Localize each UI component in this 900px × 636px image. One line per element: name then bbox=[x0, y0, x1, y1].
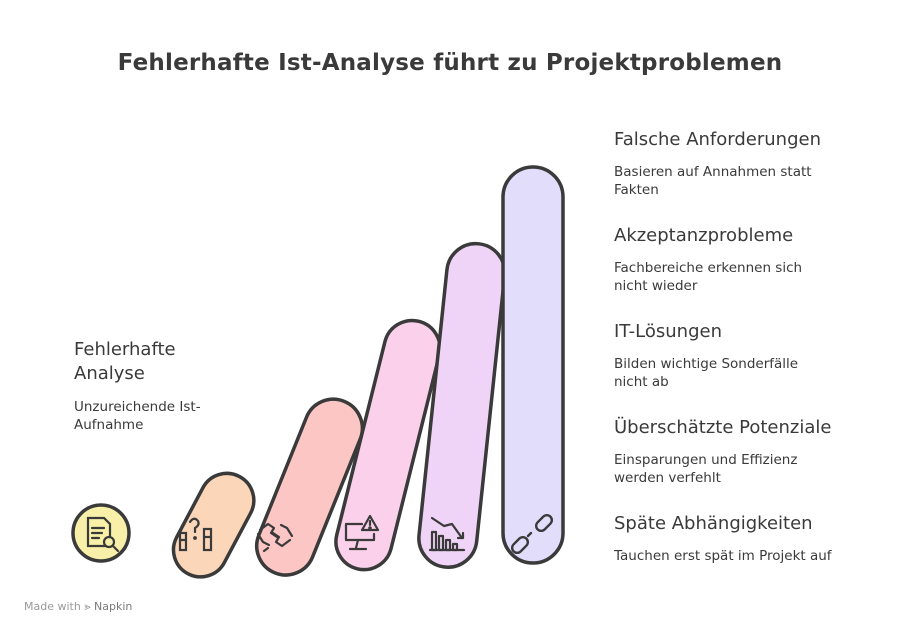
item-desc-line2: nicht wieder bbox=[614, 278, 698, 294]
bar-step-3 bbox=[334, 318, 442, 572]
item-description: Bilden wichtige Sonderfälle nicht ab bbox=[614, 355, 884, 391]
monitor-warning-icon bbox=[344, 514, 380, 551]
left-desc-line2: Aufnahme bbox=[74, 417, 144, 433]
item-it-loesungen: IT-Lösungen Bilden wichtige Sonderfälle … bbox=[614, 320, 884, 391]
bar-step-5 bbox=[501, 165, 565, 565]
item-heading: Überschätzte Potenziale bbox=[614, 417, 832, 438]
puzzle-hands-icon bbox=[256, 522, 294, 553]
left-desc-line1: Unzureichende Ist- bbox=[74, 399, 201, 415]
item-description: Tauchen erst spät im Projekt auf bbox=[614, 547, 884, 565]
broken-link-icon bbox=[510, 513, 554, 555]
item-heading: Späte Abhängigkeiten bbox=[614, 513, 813, 534]
footer-brand: Napkin bbox=[94, 600, 133, 613]
bar-step-1 bbox=[171, 471, 256, 579]
item-desc-line2: Fakten bbox=[614, 182, 659, 198]
item-desc-line2: werden verfehlt bbox=[614, 470, 721, 486]
item-desc-line1: Bilden wichtige Sonderfälle bbox=[614, 356, 799, 372]
page-title: Fehlerhafte Ist-Analyse führt zu Projekt… bbox=[117, 50, 783, 76]
item-falsche-anforderungen: Falsche Anforderungen Basieren auf Annah… bbox=[614, 128, 884, 199]
item-description: Einsparungen und Effizienz werden verfeh… bbox=[614, 451, 884, 487]
item-desc-line1: Tauchen erst spät im Projekt auf bbox=[614, 548, 832, 564]
footer-watermark: Made with ⪢ Napkin bbox=[24, 600, 132, 614]
item-akzeptanzprobleme: Akzeptanzprobleme Fachbereiche erkennen … bbox=[614, 224, 884, 295]
left-heading-line2: Analyse bbox=[74, 363, 145, 384]
item-ueberschaetzte-potenziale: Überschätzte Potenziale Einsparungen und… bbox=[614, 416, 884, 487]
item-description: Basieren auf Annahmen statt Fakten bbox=[614, 163, 884, 199]
left-description: Unzureichende Ist- Aufnahme bbox=[74, 398, 244, 434]
item-description: Fachbereiche erkennen sich nicht wieder bbox=[614, 259, 884, 295]
footer-made-with: Made with bbox=[24, 600, 81, 613]
left-heading: Fehlerhafte Analyse bbox=[74, 338, 244, 386]
napkin-logo-icon: ⪢ bbox=[84, 600, 91, 613]
question-columns-icon bbox=[178, 517, 213, 552]
declining-chart-icon bbox=[428, 516, 466, 552]
item-desc-line1: Einsparungen und Effizienz bbox=[614, 452, 798, 468]
item-spaete-abhaengigkeiten: Späte Abhängigkeiten Tauchen erst spät i… bbox=[614, 512, 884, 565]
left-block: Fehlerhafte Analyse Unzureichende Ist- A… bbox=[74, 338, 244, 434]
bar-step-4 bbox=[417, 241, 507, 569]
bar-step-2 bbox=[255, 397, 365, 577]
item-heading: Falsche Anforderungen bbox=[614, 129, 821, 150]
left-heading-line1: Fehlerhafte bbox=[74, 339, 176, 360]
item-heading: IT-Lösungen bbox=[614, 321, 722, 342]
item-heading: Akzeptanzprobleme bbox=[614, 225, 794, 246]
item-desc-line2: nicht ab bbox=[614, 374, 669, 390]
item-desc-line1: Fachbereiche erkennen sich bbox=[614, 260, 803, 276]
item-desc-line1: Basieren auf Annahmen statt bbox=[614, 164, 812, 180]
document-search-icon bbox=[86, 516, 120, 553]
